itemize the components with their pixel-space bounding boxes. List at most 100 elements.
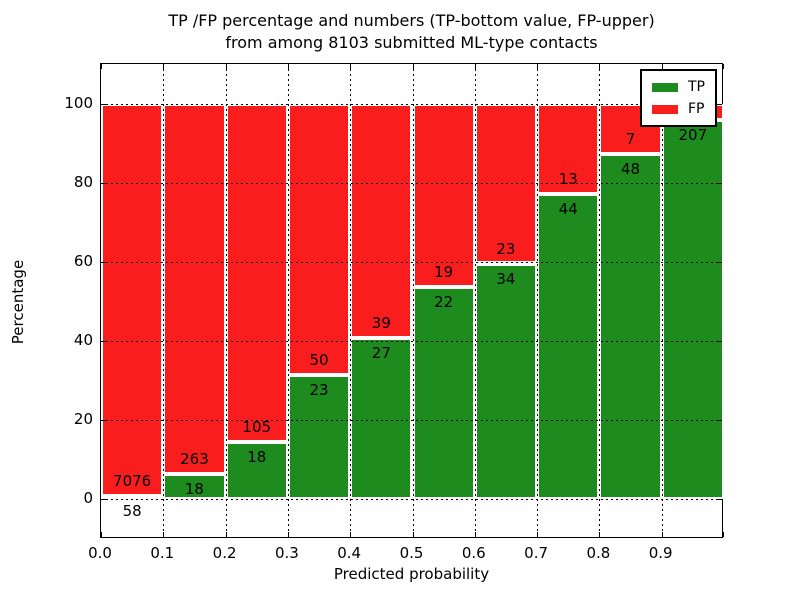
y-tick-mark <box>101 420 106 422</box>
chart-title-line2: from among 8103 submitted ML-type contac… <box>225 33 598 52</box>
x-tick-label: 0.4 <box>337 544 362 562</box>
y-tick-mark <box>717 341 722 343</box>
x-tick-label: 0.7 <box>524 544 549 562</box>
bar-label-tp: 34 <box>496 269 516 288</box>
bar-label-fp: 13 <box>558 169 578 188</box>
legend-item: TP <box>650 76 707 98</box>
x-tick-label: 0.8 <box>586 544 611 562</box>
x-tick-label: 0.5 <box>399 544 424 562</box>
x-tick-mark <box>350 64 352 69</box>
bar-segment-fp <box>412 103 475 287</box>
y-tick-mark <box>101 499 106 501</box>
x-tick-mark <box>661 64 663 69</box>
gridline-vertical <box>661 64 663 537</box>
gridline-horizontal <box>101 420 722 422</box>
x-tick-mark <box>287 532 289 537</box>
y-tick-label: 40 <box>73 331 93 350</box>
bar-segment-fp <box>225 103 288 442</box>
x-tick-mark <box>474 532 476 537</box>
y-tick-mark <box>717 261 722 263</box>
bar-label-fp: 105 <box>242 417 272 436</box>
gridline-vertical <box>537 64 539 537</box>
x-tick-mark <box>599 532 601 537</box>
bar-segment-fp <box>101 103 164 497</box>
y-tick-mark <box>101 182 106 184</box>
x-tick-mark <box>661 532 663 537</box>
x-tick-label: 0.2 <box>212 544 237 562</box>
bar-segment-tp <box>287 374 351 500</box>
x-tick-label: 0.6 <box>461 544 486 562</box>
gridline-vertical <box>412 64 414 537</box>
gridline-horizontal <box>101 103 722 105</box>
bar-segment-tp <box>599 153 662 500</box>
chart-title-line1: TP /FP percentage and numbers (TP-bottom… <box>168 11 655 30</box>
gridline-horizontal <box>101 341 722 343</box>
bar-segment-tp <box>101 496 164 501</box>
legend: TP FP <box>640 69 717 127</box>
bar-segment-tp <box>225 441 288 500</box>
x-tick-mark <box>599 64 601 69</box>
x-tick-label: 0.0 <box>88 544 112 562</box>
gridline-vertical <box>225 64 227 537</box>
x-tick-label: 0.1 <box>150 544 175 562</box>
x-axis-label: Predicted probability <box>333 565 490 583</box>
bar-segment-tp <box>537 193 600 500</box>
gridline-vertical <box>163 64 165 537</box>
bar-label-tp: 23 <box>309 380 329 399</box>
x-tick-mark <box>287 64 289 69</box>
gridline-vertical <box>474 64 476 537</box>
bar-label-fp: 50 <box>309 350 329 369</box>
x-tick-mark <box>101 64 102 69</box>
y-tick-mark <box>101 103 106 105</box>
y-tick-mark <box>717 499 722 501</box>
bar-segment-tp <box>474 263 538 500</box>
plot-area: TP FP 58 7076 18 263 18 105 23 50 27 39 22 19 34 23 44 1… <box>100 63 724 538</box>
gridline-vertical <box>350 64 352 537</box>
bar-label-fp: 263 <box>180 450 209 469</box>
bar-label-tp: 18 <box>247 447 267 466</box>
bar-segment-tp <box>163 474 226 500</box>
bar-label-fp: 7076 <box>113 472 152 491</box>
bar-segment-tp <box>661 120 724 500</box>
y-tick-label: 20 <box>73 410 93 429</box>
x-tick-mark <box>474 64 476 69</box>
gridline-vertical <box>287 64 289 537</box>
x-tick-label: 0.9 <box>648 544 673 562</box>
x-tick-mark <box>350 532 352 537</box>
gridline-horizontal <box>101 261 722 263</box>
y-tick-mark <box>717 182 722 184</box>
y-tick-mark <box>101 261 106 263</box>
y-axis-label: Percentage <box>9 259 27 345</box>
bar-label-fp: 39 <box>371 313 391 332</box>
x-tick-mark <box>537 64 539 69</box>
y-tick-label: 0 <box>83 489 93 508</box>
x-tick-mark <box>225 64 227 69</box>
bar-label-fp: 7 <box>625 129 636 148</box>
x-tick-mark <box>163 64 165 69</box>
bar-label-fp: 19 <box>434 262 454 281</box>
y-tick-mark <box>717 103 722 105</box>
bar-label-tp: 48 <box>620 159 641 178</box>
x-tick-mark <box>101 532 102 537</box>
legend-swatch-fp-icon <box>652 104 678 114</box>
bar-segment-tp <box>412 286 475 500</box>
legend-label: TP <box>688 79 705 95</box>
gridline-horizontal <box>101 499 722 501</box>
y-tick-mark <box>717 420 722 422</box>
y-tick-label: 80 <box>73 172 93 191</box>
bar-label-tp: 44 <box>558 199 578 218</box>
y-tick-label: 100 <box>64 93 93 112</box>
x-tick-mark <box>723 64 724 69</box>
legend-swatch-tp-icon <box>652 82 678 92</box>
bar-segment-fp <box>350 103 413 338</box>
bar-segment-fp <box>287 103 351 375</box>
x-tick-mark <box>163 532 165 537</box>
x-tick-mark <box>412 532 414 537</box>
chart-title: TP /FP percentage and numbers (TP-bottom… <box>100 10 723 54</box>
bar-label-tp: 18 <box>184 480 204 499</box>
bar-label-tp: 207 <box>678 126 708 145</box>
bar-label-tp: 27 <box>371 343 391 362</box>
bar-segment-tp <box>350 337 413 500</box>
y-tick-mark <box>101 341 106 343</box>
